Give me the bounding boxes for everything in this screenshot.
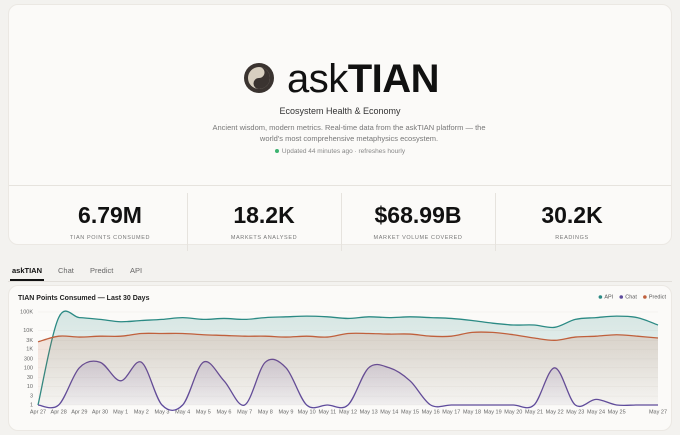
stat: 18.2K MARKETS ANALYSED (187, 202, 341, 241)
stat-label: TIAN POINTS CONSUMED (69, 235, 151, 241)
stat-label: MARKETS ANALYSED (230, 235, 298, 241)
x-tick-label: May 25 (608, 409, 626, 415)
x-tick-label: May 11 (319, 409, 337, 415)
x-tick-label: May 24 (587, 409, 605, 415)
x-tick-label: May 1 (113, 409, 128, 415)
y-tick-label: 1K (26, 347, 33, 353)
y-tick-label: 1 (30, 402, 33, 408)
subtitle: Ecosystem Health & Economy (279, 106, 401, 116)
line (37, 310, 659, 406)
chart-title: TIAN Points Consumed — Last 30 Days (18, 295, 150, 302)
brand-prefix: ask (287, 57, 348, 101)
x-tick-label: May 14 (380, 409, 398, 415)
stat-value: 30.2K (541, 202, 603, 228)
x-tick-label: Apr 30 (92, 409, 108, 415)
x-tick-label: May 17 (442, 409, 460, 415)
x-tick-label: May 6 (217, 409, 232, 415)
x-tick-label: May 8 (258, 409, 273, 415)
y-tick-label: 10 (27, 384, 33, 390)
stat-label: READINGS (555, 235, 589, 241)
y-tick-label: 3 (30, 394, 33, 400)
tab[interactable]: askTIAN (10, 266, 45, 281)
updated-text: Updated 44 minutes ago · refreshes hourl… (281, 148, 406, 155)
x-tick-label: May 18 (463, 409, 481, 415)
x-tick-label: May 3 (155, 409, 170, 415)
y-tick-label: 30 (27, 375, 33, 381)
legend-label: Chat (625, 294, 637, 300)
x-tick-label: May 2 (134, 409, 149, 415)
x-tick-label: May 19 (484, 409, 502, 415)
y-tick-label: 100K (20, 309, 33, 315)
x-tick-label: Apr 27 (30, 409, 46, 415)
x-tick-label: Apr 28 (51, 409, 67, 415)
x-tick-label: May 7 (237, 409, 252, 415)
stat-value: 6.79M (78, 202, 142, 228)
y-tick-label: 300 (24, 356, 33, 362)
y-tick-label: 3K (26, 338, 33, 344)
x-tick-label: May 22 (546, 409, 564, 415)
x-tick-label: May 9 (279, 409, 294, 415)
y-tick-label: 100 (24, 365, 33, 371)
tab[interactable]: Predict (90, 266, 114, 275)
description: Ancient wisdom, modern metrics. Real-tim… (212, 123, 486, 143)
stat-value: $68.99B (374, 202, 462, 228)
tab[interactable]: Chat (58, 266, 74, 275)
area (38, 332, 658, 405)
stat: 30.2K READINGS (495, 202, 649, 241)
x-tick-label: May 4 (175, 409, 190, 415)
x-tick-label: May 13 (360, 409, 378, 415)
stat: 6.79M TIAN POINTS CONSUMED (33, 202, 187, 241)
line (37, 331, 659, 343)
updated: Updated 44 minutes ago · refreshes hourl… (9, 148, 671, 155)
x-tick-label: May 10 (298, 409, 316, 415)
brand-name: TIAN (347, 57, 440, 101)
legend-swatch (643, 295, 647, 299)
y-tick-label: 10K (23, 328, 33, 334)
stat-label: MARKET VOLUME COVERED (373, 235, 463, 241)
x-tick-label: May 20 (504, 409, 522, 415)
brand: askTIAN (287, 57, 440, 102)
legend-swatch (619, 295, 624, 299)
x-tick-label: May 16 (422, 409, 440, 415)
legend-swatch (598, 295, 603, 299)
stat: $68.99B MARKET VOLUME COVERED (341, 202, 495, 241)
legend-label: Predict (649, 294, 667, 300)
x-tick-label: May 23 (566, 409, 584, 415)
tab[interactable]: API (130, 266, 143, 275)
logo (244, 63, 274, 93)
x-tick-label: May 27 (649, 409, 667, 415)
legend-label: API (604, 294, 613, 300)
stat-value: 18.2K (233, 202, 295, 228)
x-tick-label: May 12 (339, 409, 357, 415)
hero-card: askTIAN Ecosystem Health & Economy Ancie… (8, 4, 672, 251)
x-tick-label: May 15 (401, 409, 419, 415)
x-tick-label: May 21 (525, 409, 543, 415)
x-tick-label: May 5 (196, 409, 211, 415)
x-tick-label: Apr 29 (71, 409, 87, 415)
